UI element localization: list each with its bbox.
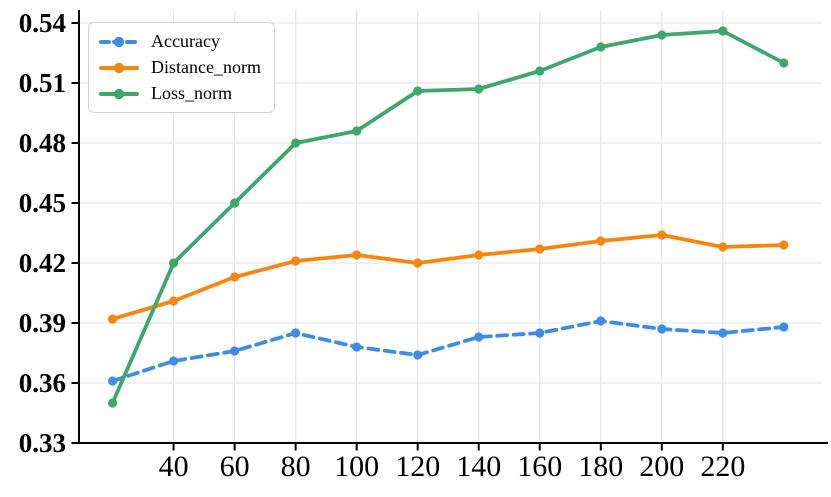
data-point-marker-distance_norm	[474, 250, 484, 260]
data-point-marker-loss_norm	[474, 84, 484, 94]
series-line-loss_norm	[110, 29, 786, 405]
legend-loss-norm-line-icon	[99, 88, 139, 99]
y-tick-label: 0.42	[19, 248, 66, 278]
data-point-marker-loss_norm	[413, 86, 423, 96]
data-point-marker-loss_norm	[779, 58, 789, 68]
data-point-marker-distance_norm	[291, 256, 301, 266]
y-tick-label: 0.45	[19, 188, 66, 218]
x-tick-label: 80	[281, 450, 311, 483]
data-point-marker-distance_norm	[168, 296, 179, 306]
data-point-marker-distance_norm	[352, 250, 362, 260]
x-tick-label: 200	[639, 450, 684, 483]
data-point-marker-accuracy	[474, 332, 484, 342]
data-point-marker-distance_norm	[657, 230, 667, 240]
data-point-marker-accuracy	[168, 356, 179, 366]
legend-distance-norm-line-icon	[99, 62, 139, 73]
data-point-marker-accuracy	[352, 342, 362, 352]
legend-item-accuracy: Accuracy	[99, 30, 261, 53]
data-point-marker-distance_norm	[718, 242, 728, 252]
x-tick-label: 160	[517, 450, 562, 483]
series-line-accuracy	[110, 319, 786, 383]
x-tick-label: 180	[578, 450, 623, 483]
x-tick-label: 120	[395, 450, 440, 483]
data-point-marker-accuracy	[413, 350, 423, 360]
data-point-marker-accuracy	[596, 316, 606, 326]
legend-label-accuracy: Accuracy	[151, 30, 220, 51]
data-point-marker-distance_norm	[535, 244, 545, 254]
data-point-marker-distance_norm	[107, 314, 118, 324]
data-point-marker-distance_norm	[413, 258, 423, 268]
legend: Accuracy Distance_norm Loss_norm	[88, 22, 275, 113]
legend-item-distance-norm: Distance_norm	[99, 56, 261, 79]
legend-label-distance-norm: Distance_norm	[151, 56, 261, 77]
data-point-marker-loss_norm	[535, 66, 545, 76]
x-tick-label: 60	[220, 450, 250, 483]
data-point-marker-accuracy	[657, 324, 667, 334]
data-point-marker-loss_norm	[352, 126, 362, 136]
y-tick-label: 0.39	[19, 308, 66, 338]
legend-label-loss-norm: Loss_norm	[151, 82, 232, 103]
x-tick-label: 100	[334, 450, 379, 483]
legend-accuracy-line-icon	[99, 36, 139, 47]
data-point-marker-distance_norm	[779, 240, 789, 250]
y-tick-label: 0.33	[19, 428, 66, 458]
data-point-marker-loss_norm	[596, 42, 606, 52]
data-point-marker-accuracy	[230, 346, 240, 356]
data-point-marker-loss_norm	[107, 398, 118, 408]
y-tick-label: 0.51	[19, 68, 66, 98]
data-point-marker-distance_norm	[230, 272, 240, 282]
data-point-marker-loss_norm	[168, 258, 179, 268]
series-line-distance_norm	[110, 233, 786, 321]
data-point-marker-accuracy	[779, 322, 789, 332]
data-point-marker-loss_norm	[657, 30, 667, 40]
data-point-marker-accuracy	[535, 328, 545, 338]
data-point-marker-loss_norm	[718, 26, 728, 36]
y-tick-label: 0.48	[19, 128, 66, 158]
y-tick-label: 0.36	[19, 368, 66, 398]
x-tick-label: 140	[456, 450, 501, 483]
data-point-marker-accuracy	[718, 328, 728, 338]
data-point-marker-accuracy	[107, 376, 118, 386]
legend-item-loss-norm: Loss_norm	[99, 82, 261, 105]
data-point-marker-accuracy	[291, 328, 301, 338]
data-point-marker-loss_norm	[230, 198, 240, 208]
x-tick-label: 40	[159, 450, 189, 483]
data-point-marker-distance_norm	[596, 236, 606, 246]
x-tick-label: 220	[700, 450, 745, 483]
data-point-marker-loss_norm	[291, 138, 301, 148]
y-tick-label: 0.54	[19, 8, 66, 38]
